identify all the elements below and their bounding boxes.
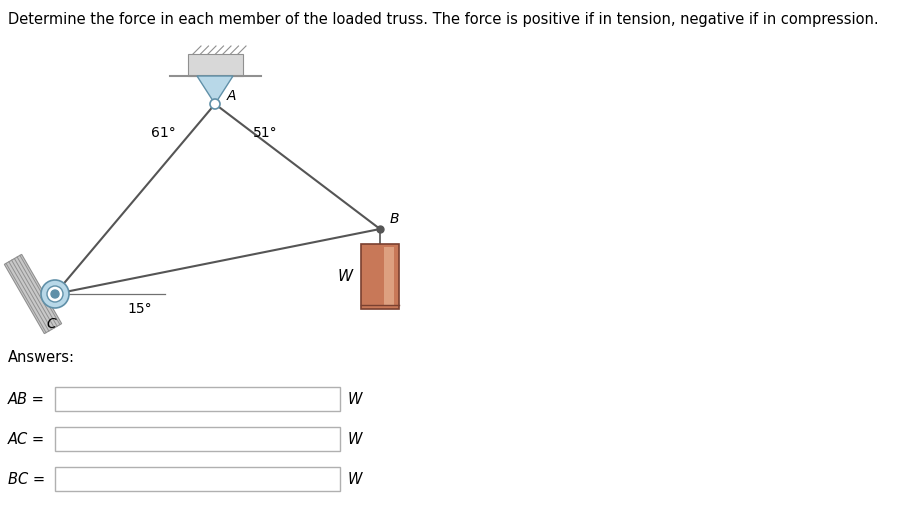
Circle shape xyxy=(210,100,220,110)
Text: 61°: 61° xyxy=(151,126,176,140)
Text: 15°: 15° xyxy=(128,301,152,316)
Text: 51°: 51° xyxy=(253,126,277,140)
Text: B: B xyxy=(390,212,400,225)
Text: W: W xyxy=(338,269,353,284)
Text: W: W xyxy=(348,471,362,487)
Text: Determine the force in each member of the loaded truss. The force is positive if: Determine the force in each member of th… xyxy=(8,12,878,27)
Polygon shape xyxy=(5,255,61,334)
Text: BC =: BC = xyxy=(8,471,45,487)
Circle shape xyxy=(41,280,69,308)
Bar xyxy=(383,247,394,306)
Text: AC =: AC = xyxy=(8,432,45,446)
Bar xyxy=(55,387,340,411)
Bar xyxy=(55,467,340,491)
Text: A: A xyxy=(227,89,236,103)
Circle shape xyxy=(51,291,59,298)
Bar xyxy=(188,55,243,77)
Text: W: W xyxy=(348,432,362,446)
Text: C: C xyxy=(46,317,56,330)
Text: AB =: AB = xyxy=(8,392,45,407)
Text: Answers:: Answers: xyxy=(8,349,75,364)
Bar xyxy=(361,244,399,309)
Circle shape xyxy=(47,287,63,302)
Polygon shape xyxy=(197,77,233,105)
Text: W: W xyxy=(348,392,362,407)
Bar xyxy=(55,427,340,451)
